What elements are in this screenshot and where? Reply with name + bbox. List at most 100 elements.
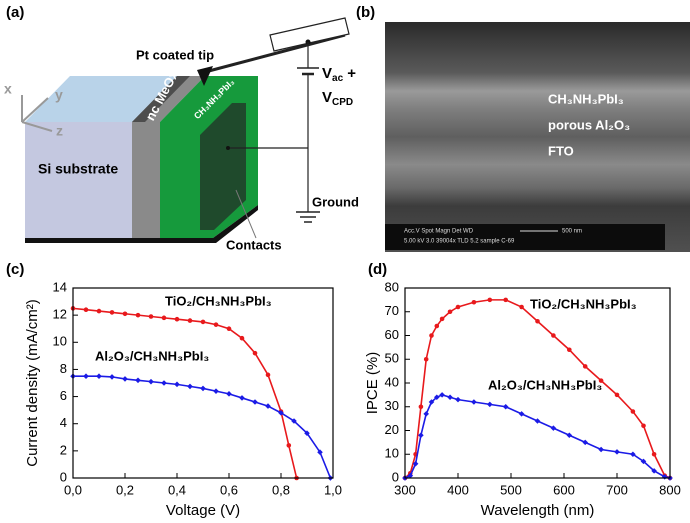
marker xyxy=(200,319,206,325)
device-diagram: x y z Si substrate nc MeOx CH₃NH₃PbI₃ Pt… xyxy=(4,17,359,252)
marker xyxy=(567,347,572,353)
y-tick-label: 50 xyxy=(385,351,399,366)
marker xyxy=(535,318,540,324)
marker xyxy=(109,374,115,380)
subscript: CPD xyxy=(332,97,353,108)
marker xyxy=(651,468,657,474)
marker xyxy=(447,394,453,401)
y-tick-label: 60 xyxy=(385,327,399,342)
marker xyxy=(252,350,258,356)
meox-top xyxy=(132,76,190,122)
x-tick-label: 0,4 xyxy=(168,482,186,497)
y-tick-label: 14 xyxy=(53,279,67,294)
marker xyxy=(471,299,477,305)
tip-label: Pt coated tip xyxy=(136,47,214,62)
marker xyxy=(614,392,620,398)
y-tick-label: 10 xyxy=(53,334,67,349)
text: + xyxy=(343,65,356,82)
marker xyxy=(598,446,604,453)
marker xyxy=(439,392,445,398)
y-tick-label: 40 xyxy=(385,374,399,389)
y-tick-label: 70 xyxy=(385,303,399,318)
marker xyxy=(304,430,310,437)
marker xyxy=(630,409,636,414)
marker xyxy=(135,377,141,384)
x-axis-label: Wavelength (nm) xyxy=(481,502,595,519)
panel-label: (c) xyxy=(6,261,24,278)
ground-label: Ground xyxy=(312,194,359,209)
marker xyxy=(447,309,453,315)
series-label: TiO₂/CH₃NH₃PbI₃ xyxy=(165,293,272,308)
x-tick-label: 800 xyxy=(659,482,681,497)
marker xyxy=(187,383,193,390)
axis-name: y xyxy=(55,87,63,103)
vac-label: Vac + xyxy=(322,65,356,84)
marker xyxy=(252,399,258,405)
series-line xyxy=(404,394,671,479)
leader-line xyxy=(235,189,257,239)
series-label: Al₂O₃/CH₃NH₃PbI₃ xyxy=(488,377,602,392)
marker xyxy=(418,432,424,439)
sem-image: CH₃NH₃PbI₃ porous Al₂O₃ FTO Acc.V Spot M… xyxy=(385,22,690,252)
y-axis-label: IPCE (%) xyxy=(364,352,381,415)
series-label: Al₂O₃/CH₃NH₃PbI₃ xyxy=(95,348,209,363)
marker xyxy=(641,423,646,429)
series-label: TiO₂/CH₃NH₃PbI₃ xyxy=(530,296,637,311)
marker xyxy=(96,373,102,380)
marker xyxy=(640,458,647,465)
text: V xyxy=(322,89,332,106)
marker xyxy=(122,311,128,317)
marker xyxy=(503,297,509,303)
marker xyxy=(487,297,493,303)
y-tick-label: 6 xyxy=(60,388,67,403)
marker xyxy=(582,439,588,446)
y-tick-label: 30 xyxy=(385,398,399,413)
info-text: Acc.V Spot Magn Det WD xyxy=(404,229,474,235)
chart: 300 400 500 600 700 800 0 10 20 30 40 50 60 70 80 Wavel… xyxy=(364,279,681,519)
y-tick-label: 8 xyxy=(60,361,67,376)
x-tick-label: 0,8 xyxy=(272,482,290,497)
marker xyxy=(614,449,620,455)
marker xyxy=(550,425,557,431)
marker xyxy=(265,372,271,378)
x-tick-label: 700 xyxy=(606,482,628,497)
marker xyxy=(83,307,89,313)
y-tick-label: 4 xyxy=(60,415,67,430)
marker xyxy=(518,411,525,417)
marker xyxy=(651,451,657,457)
axis-z xyxy=(21,121,53,132)
marker xyxy=(174,381,180,388)
marker xyxy=(317,449,323,456)
cantilever xyxy=(204,33,346,74)
layer-label: FTO xyxy=(548,143,574,158)
panel-label: (a) xyxy=(6,4,24,21)
marker xyxy=(630,451,636,458)
axis-y xyxy=(21,97,49,123)
panel-label: (b) xyxy=(356,4,375,21)
marker xyxy=(286,443,292,448)
marker xyxy=(434,323,440,329)
marker xyxy=(135,312,141,318)
marker xyxy=(534,418,541,424)
marker xyxy=(487,401,493,408)
substrate-label: Si substrate xyxy=(38,161,118,177)
subscript: ac xyxy=(332,73,344,84)
series-line xyxy=(72,307,298,479)
marker xyxy=(551,333,556,338)
plot-frame xyxy=(404,287,671,479)
marker xyxy=(455,304,461,310)
cantilever-holder xyxy=(269,17,350,52)
axis-name: z xyxy=(56,123,63,139)
marker xyxy=(109,310,115,315)
marker xyxy=(239,335,245,341)
x-axis-label: Voltage (V) xyxy=(166,502,240,519)
plot-frame xyxy=(72,287,334,479)
y-tick-label: 0 xyxy=(60,469,67,484)
marker xyxy=(412,460,419,467)
y-axis-label: Current density (mA/cm²) xyxy=(24,299,41,467)
marker xyxy=(423,356,429,362)
marker xyxy=(148,378,154,385)
layer-label: CH₃NH₃PbI₃ xyxy=(548,91,624,106)
y-tick-label: 12 xyxy=(53,307,67,322)
marker xyxy=(122,376,128,382)
